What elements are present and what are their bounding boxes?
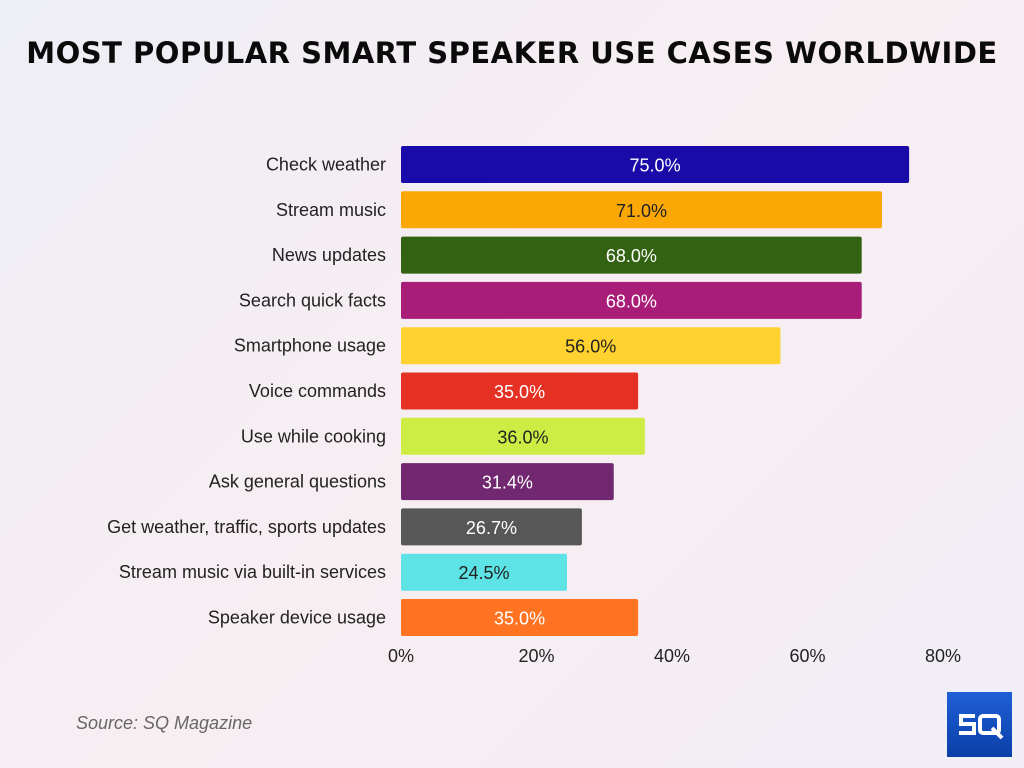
bar (401, 463, 614, 501)
category-label: Stream music (276, 200, 386, 220)
data-label: 75.0% (630, 156, 681, 176)
x-tick-label: 60% (789, 646, 825, 666)
x-tick-label: 40% (654, 646, 690, 666)
bar (401, 553, 567, 591)
bar (401, 236, 862, 274)
category-label: Speaker device usage (208, 608, 386, 628)
category-label: Search quick facts (239, 290, 386, 310)
bar (401, 599, 639, 636)
data-label: 35.0% (494, 609, 545, 629)
bar (401, 281, 862, 319)
data-label: 68.0% (606, 291, 657, 311)
data-label: 56.0% (565, 337, 616, 357)
x-tick-label: 20% (518, 646, 554, 666)
x-tick-label: 80% (925, 646, 961, 666)
source-note: Source: SQ Magazine (76, 713, 253, 733)
category-label: News updates (272, 245, 386, 265)
data-label: 36.0% (497, 427, 548, 447)
data-label: 26.7% (466, 518, 517, 538)
category-label: Stream music via built-in services (119, 562, 386, 582)
x-tick-label: 0% (388, 646, 414, 666)
bar (401, 146, 910, 183)
data-label: 71.0% (616, 201, 667, 221)
category-label: Ask general questions (209, 472, 386, 492)
bar (401, 327, 781, 365)
category-label: Use while cooking (241, 426, 386, 446)
bar (401, 417, 645, 455)
data-label: 35.0% (494, 382, 545, 402)
category-label: Voice commands (249, 381, 386, 401)
data-label: 68.0% (606, 246, 657, 266)
chart-title: MOST POPULAR SMART SPEAKER USE CASES WOR… (26, 36, 998, 70)
data-label: 24.5% (458, 563, 509, 583)
data-label: 31.4% (482, 473, 533, 493)
bar (401, 508, 582, 546)
bar (401, 372, 639, 410)
bar (401, 191, 883, 229)
sq-logo (947, 692, 1012, 757)
category-label: Smartphone usage (234, 336, 386, 356)
category-label: Get weather, traffic, sports updates (107, 517, 386, 537)
category-label: Check weather (266, 155, 386, 175)
